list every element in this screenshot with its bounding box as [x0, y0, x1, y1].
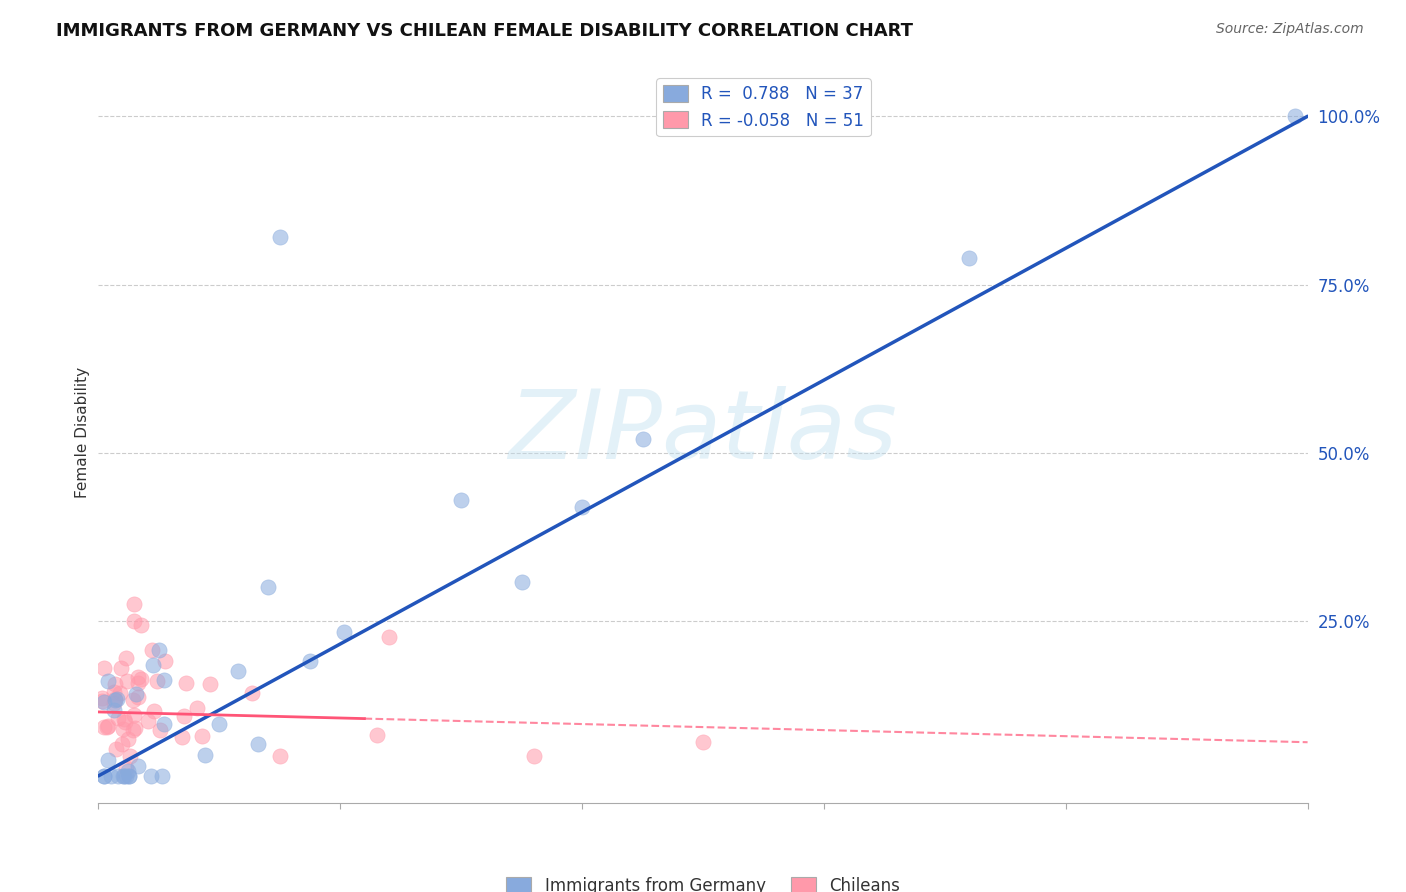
Point [110, 686, 132, 700]
Point [122, 693, 145, 707]
Point [104, 692, 127, 706]
Point [91, 693, 114, 707]
Point [104, 692, 127, 706]
Point [269, 230, 291, 244]
Point [298, 654, 321, 668]
Point [97, 753, 120, 767]
Point [127, 676, 149, 690]
Point [129, 672, 152, 686]
Point [104, 677, 127, 691]
Point [153, 654, 176, 668]
Point [141, 643, 163, 657]
Point [510, 574, 533, 589]
Point [150, 769, 173, 783]
Point [145, 674, 167, 689]
Point [523, 748, 546, 763]
Point [138, 714, 160, 728]
Point [571, 500, 593, 514]
Point [1284, 109, 1306, 123]
Point [191, 729, 214, 743]
Point [112, 723, 135, 737]
Point [97, 719, 120, 733]
Point [115, 673, 138, 688]
Point [93, 661, 115, 675]
Point [93, 720, 115, 734]
Point [112, 712, 135, 726]
Point [172, 730, 194, 744]
Point [120, 749, 142, 764]
Point [122, 614, 145, 628]
Point [152, 717, 174, 731]
Point [208, 717, 231, 731]
Point [631, 433, 654, 447]
Text: IMMIGRANTS FROM GERMANY VS CHILEAN FEMALE DISABILITY CORRELATION CHART: IMMIGRANTS FROM GERMANY VS CHILEAN FEMAL… [56, 22, 914, 40]
Point [103, 703, 125, 717]
Point [91, 691, 114, 706]
Point [118, 769, 141, 783]
Point [269, 748, 291, 763]
Point [143, 704, 166, 718]
Point [105, 742, 128, 756]
Point [127, 690, 149, 705]
Point [122, 723, 145, 738]
Point [257, 580, 280, 594]
Point [110, 661, 132, 675]
Point [112, 769, 135, 783]
Point [100, 769, 122, 783]
Point [111, 737, 134, 751]
Point [111, 769, 134, 783]
Point [107, 769, 129, 783]
Point [173, 708, 195, 723]
Point [174, 676, 197, 690]
Point [153, 673, 176, 687]
Point [115, 761, 138, 775]
Point [103, 684, 125, 698]
Point [141, 769, 163, 783]
Point [247, 737, 270, 751]
Point [129, 618, 152, 632]
Point [124, 721, 146, 735]
Point [378, 631, 401, 645]
Point [692, 735, 714, 749]
Point [198, 677, 221, 691]
Point [186, 701, 208, 715]
Point [450, 492, 472, 507]
Point [114, 714, 136, 729]
Point [93, 695, 115, 709]
Point [149, 723, 172, 738]
Point [226, 665, 249, 679]
Point [127, 759, 149, 773]
Point [115, 651, 138, 665]
Text: Source: ZipAtlas.com: Source: ZipAtlas.com [1216, 22, 1364, 37]
Point [105, 691, 128, 706]
Point [127, 669, 149, 683]
Point [148, 642, 170, 657]
Point [122, 597, 145, 611]
Point [194, 747, 217, 762]
Point [125, 687, 148, 701]
Legend: Immigrants from Germany, Chileans: Immigrants from Germany, Chileans [499, 871, 907, 892]
Point [124, 708, 146, 723]
Point [93, 769, 115, 783]
Point [114, 769, 136, 783]
Point [240, 686, 263, 700]
Point [103, 696, 125, 710]
Point [96, 720, 118, 734]
Point [333, 624, 356, 639]
Point [118, 769, 141, 783]
Point [142, 657, 165, 672]
Y-axis label: Female Disability: Female Disability [75, 367, 90, 499]
Point [117, 731, 139, 746]
Point [366, 729, 388, 743]
Point [97, 674, 120, 689]
Point [107, 711, 129, 725]
Point [93, 769, 115, 783]
Point [957, 251, 980, 265]
Text: ZIPatlas: ZIPatlas [509, 386, 897, 479]
Point [117, 764, 139, 778]
